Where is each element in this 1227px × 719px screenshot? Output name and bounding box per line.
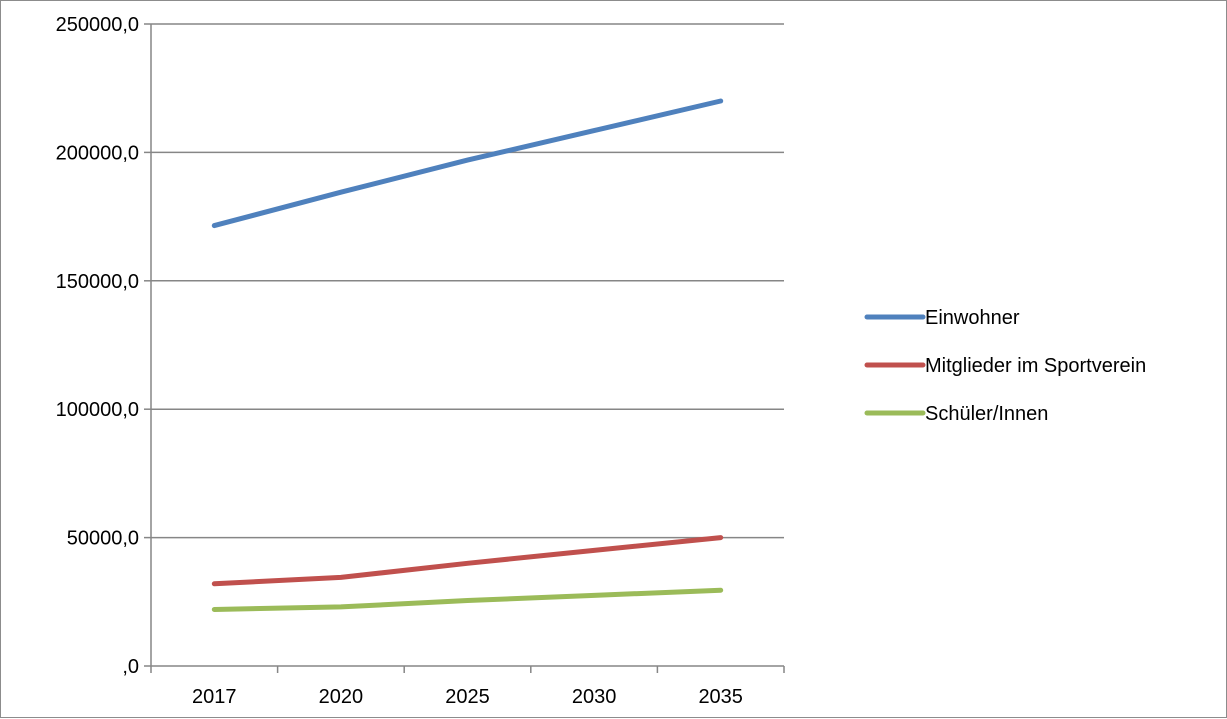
legend-label: Einwohner	[925, 307, 1020, 329]
y-tick-label: 50000,0	[67, 528, 139, 550]
series-lines	[211, 98, 724, 612]
series-line	[211, 98, 724, 229]
x-tick-label: 2017	[192, 686, 237, 708]
axes	[144, 23, 785, 673]
y-tick-label: ,0	[122, 656, 139, 678]
y-tick-label: 150000,0	[56, 271, 139, 293]
x-tick-label: 2035	[698, 686, 743, 708]
gridlines	[151, 23, 784, 539]
series-line	[211, 535, 724, 587]
legend-label: Schüler/Innen	[925, 403, 1048, 425]
legend-label: Mitglieder im Sportverein	[925, 355, 1146, 377]
x-tick-label: 2025	[445, 686, 490, 708]
y-tick-label: 200000,0	[56, 142, 139, 164]
x-tick-label: 2030	[572, 686, 617, 708]
y-tick-label: 100000,0	[56, 399, 139, 421]
y-axis-tick-labels: ,0 50000,0 100000,0 150000,0 200000,0 250000,…	[56, 14, 139, 678]
y-tick-label: 250000,0	[56, 14, 139, 36]
x-axis-tick-labels: 2017 2020 2025 2030 2035	[192, 686, 743, 708]
legend: Einwohner Mitglieder im Sportverein Schüle…	[864, 307, 1146, 425]
x-tick-label: 2020	[319, 686, 364, 708]
series-line	[211, 587, 724, 612]
